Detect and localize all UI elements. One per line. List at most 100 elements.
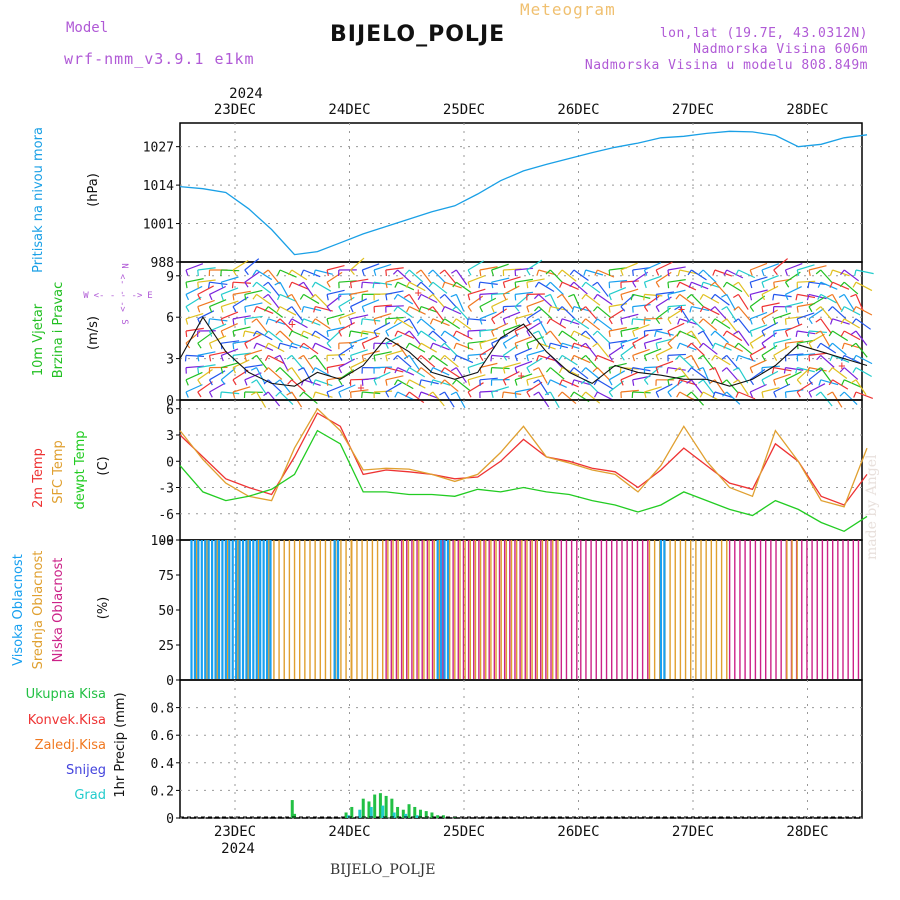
wind-barb-flag (643, 269, 648, 276)
wind-barb-flag (686, 379, 692, 384)
wind-barb (691, 342, 705, 356)
precip-hail-bar (415, 815, 419, 818)
wind-barb (843, 306, 861, 316)
wind-barb (855, 342, 868, 358)
wind-barb-flag (453, 342, 457, 349)
wind-barb (585, 318, 601, 331)
wind-barb (362, 350, 380, 356)
wind-barb-flag (608, 318, 613, 325)
wind-barb-flag (559, 318, 563, 325)
wind-barb (408, 330, 422, 346)
wind-barb-flag (312, 391, 316, 398)
wind-barb (420, 318, 436, 331)
wind-barb-flag (197, 306, 201, 313)
wind-barb-flag (631, 318, 634, 325)
wind-barb-flag (373, 269, 377, 276)
wind-barb-flag (349, 355, 353, 362)
wind-barb (397, 318, 414, 329)
wind-barb-flag (685, 354, 692, 359)
wind-barb-flag (514, 367, 518, 374)
wind-barb (444, 293, 458, 309)
wind-barb (244, 315, 263, 320)
wind-barb-flag (440, 355, 446, 361)
wind-barb-flag (838, 293, 845, 298)
wind-barb-flag (348, 330, 352, 337)
wind-barb-flag (698, 269, 704, 275)
sfc-temp-line (179, 407, 868, 508)
wind-barb-flag (405, 342, 410, 349)
wind-barb (374, 304, 393, 308)
wind-barb (773, 338, 792, 344)
wind-barb-flag (667, 391, 672, 398)
wind-barb (279, 293, 297, 303)
wind-barb-flag (733, 379, 739, 384)
wind-barb-flag (533, 318, 539, 323)
wind-barb-flag (735, 355, 740, 362)
precip-tick-label: 0.2 (151, 784, 174, 799)
wind-barb (702, 391, 720, 401)
precip-hail-bar (381, 805, 385, 818)
wind-barb-flag (185, 330, 188, 338)
wind-barb-flag (220, 282, 224, 289)
wind-barb (632, 391, 651, 394)
precip-hail-bar (392, 812, 396, 818)
wind-barb-flag (828, 379, 833, 386)
wind-barb (738, 269, 756, 279)
wind-barb-flag (676, 281, 681, 288)
wind-barb (726, 294, 736, 311)
wind-barb-flag (558, 367, 563, 374)
wind-barb (503, 362, 521, 369)
precip-legend: Ukupna Kisa Konvek.Kisa Zaledj.Kisa Snijeg G… (26, 687, 106, 803)
wind-barb (714, 306, 728, 321)
wind-barb-flag (361, 379, 364, 386)
wind-barb-flag (721, 354, 728, 360)
wind-barb-flag (533, 391, 539, 396)
wind-barb-flag (439, 391, 445, 396)
wind-barb (761, 274, 779, 283)
wind-barb-flag (326, 391, 330, 398)
wind-barb (690, 355, 701, 372)
wind-barb-flag (722, 281, 728, 288)
precip-axis-label: 1hr Precip (mm) (113, 692, 128, 797)
wind-barb-flag (467, 367, 471, 374)
wind-barb-flag (568, 293, 575, 298)
wind-barb-flag (232, 330, 235, 337)
wind-barb (608, 287, 627, 295)
wind-barb (855, 281, 873, 292)
wind-barb (291, 269, 308, 281)
top-year-label: 2024 (229, 86, 263, 102)
top-day-label: 24DEC (328, 102, 370, 118)
wind-barb-flag (643, 294, 646, 301)
temp-tick-label: 0 (166, 455, 174, 470)
wind-barb-flag (185, 391, 189, 398)
wind-barb (397, 367, 415, 376)
wind-barb-flag (394, 330, 399, 337)
wind-barb (820, 342, 837, 354)
wind-barb-flag (808, 269, 811, 276)
wind-barb-flag (385, 330, 390, 337)
wind-barb-flag (620, 318, 623, 325)
wind-barb-flag (373, 330, 378, 337)
wind-barb-flag (852, 355, 857, 361)
wind-barb-flag (491, 318, 496, 325)
wind-barb (515, 278, 533, 283)
wind-barb-flag (276, 269, 281, 276)
wind-barb-flag (850, 379, 857, 384)
precip-total-bar (413, 806, 417, 818)
wind-barb-flag (815, 318, 822, 323)
wind-barb (185, 327, 204, 332)
wind-barb-flag (593, 294, 598, 300)
model-elevation-text: Nadmorska Visina u modelu 808.849m (584, 58, 868, 73)
wind-barb (468, 340, 487, 344)
wind-barb (397, 269, 412, 283)
wind-barb-flag (620, 294, 624, 301)
wind-barb-flag (796, 391, 801, 398)
wind-barb-flag (385, 269, 387, 277)
wind-barb (479, 377, 498, 381)
wind-barb-flag (761, 330, 766, 337)
wind-barb (432, 281, 448, 294)
wind-barb-flag (428, 330, 434, 336)
wind-barb-flag (197, 294, 201, 301)
wind-barb-flag (749, 330, 753, 337)
wind-barb (514, 360, 533, 369)
